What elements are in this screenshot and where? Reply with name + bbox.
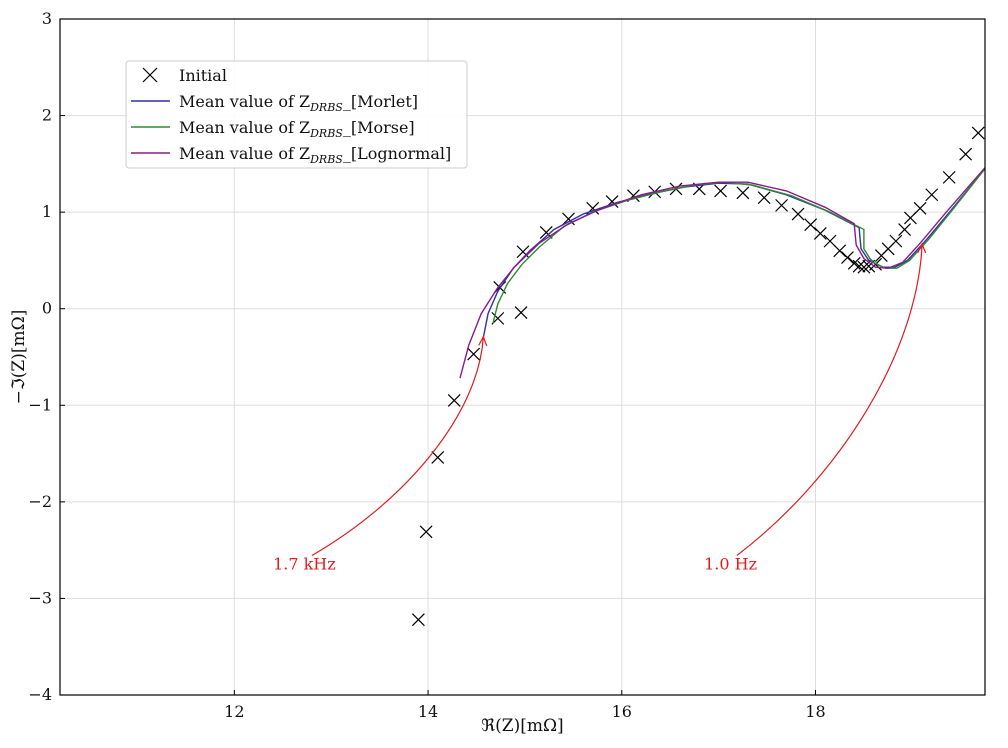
x-tick-label: 16 xyxy=(612,702,632,721)
data-point xyxy=(841,251,854,264)
data-point xyxy=(898,223,912,236)
series xyxy=(492,168,986,324)
data-point xyxy=(791,207,805,221)
legend-swatch xyxy=(142,67,158,83)
data-point xyxy=(925,188,939,202)
data-point xyxy=(736,186,750,200)
data-point xyxy=(757,191,771,205)
data-point xyxy=(959,147,973,161)
data-point xyxy=(516,245,530,259)
series-line xyxy=(492,168,986,324)
x-axis-label: ℜ(Z)[mΩ] xyxy=(481,716,563,736)
data-point xyxy=(813,226,827,240)
annotation-arrow xyxy=(311,338,483,556)
data-point xyxy=(971,126,985,140)
data-point xyxy=(942,170,956,184)
data-point xyxy=(857,260,871,274)
y-tick-label: 3 xyxy=(42,9,52,28)
y-tick-label: 1 xyxy=(42,202,52,221)
y-tick-label: 0 xyxy=(42,299,52,318)
legend: Initial Mean value of ZDRBS_[Morlet] Mean … xyxy=(125,60,468,169)
y-tick-label: 2 xyxy=(42,106,52,125)
annotation-arrow xyxy=(736,245,922,556)
legend-label: Mean value of ZDRBS_[Lognormal] xyxy=(179,144,451,166)
series xyxy=(459,167,986,379)
x-tick-label: 18 xyxy=(805,702,825,721)
data-point xyxy=(411,613,425,627)
legend-label: Initial xyxy=(179,66,227,85)
data-point xyxy=(804,218,818,232)
x-tick-label: 14 xyxy=(418,702,438,721)
legend-entry: Mean value of ZDRBS_[Lognormal] xyxy=(131,144,451,166)
annotations: 1.7 kHz 1.0 Hz xyxy=(273,245,922,573)
legend-entry: Mean value of ZDRBS_[Morse] xyxy=(131,118,415,140)
series xyxy=(482,168,986,338)
data-point xyxy=(913,201,927,215)
legend-entry: Initial xyxy=(142,66,227,85)
legend-label: Mean value of ZDRBS_[Morlet] xyxy=(179,92,418,114)
y-tick-label: −3 xyxy=(28,588,52,607)
data-point xyxy=(514,306,528,320)
annotation-label: 1.0 Hz xyxy=(704,554,757,573)
data-point xyxy=(775,198,789,212)
annotation-label: 1.7 kHz xyxy=(273,554,336,573)
data-point xyxy=(852,259,866,273)
legend-box xyxy=(125,60,468,169)
data-point xyxy=(714,184,728,198)
series xyxy=(411,126,985,627)
series-line xyxy=(459,167,986,379)
y-tick-label: −4 xyxy=(28,685,52,704)
data-point xyxy=(889,234,903,248)
legend-label: Mean value of ZDRBS_[Morse] xyxy=(179,118,415,140)
data-point xyxy=(447,394,461,407)
y-tick-label: −2 xyxy=(28,492,52,511)
y-tick-label: −1 xyxy=(28,395,52,414)
legend-entry: Mean value of ZDRBS_[Morlet] xyxy=(131,92,418,114)
x-tick-label: 12 xyxy=(224,702,244,721)
plot-area xyxy=(411,126,986,627)
data-point xyxy=(419,525,433,539)
plot-frame xyxy=(59,18,986,696)
data-point xyxy=(833,244,847,258)
y-axis-label: −ℑ(Z)[mΩ] xyxy=(9,310,29,405)
data-point xyxy=(467,347,481,361)
data-point xyxy=(431,451,445,464)
series-line xyxy=(482,168,986,338)
